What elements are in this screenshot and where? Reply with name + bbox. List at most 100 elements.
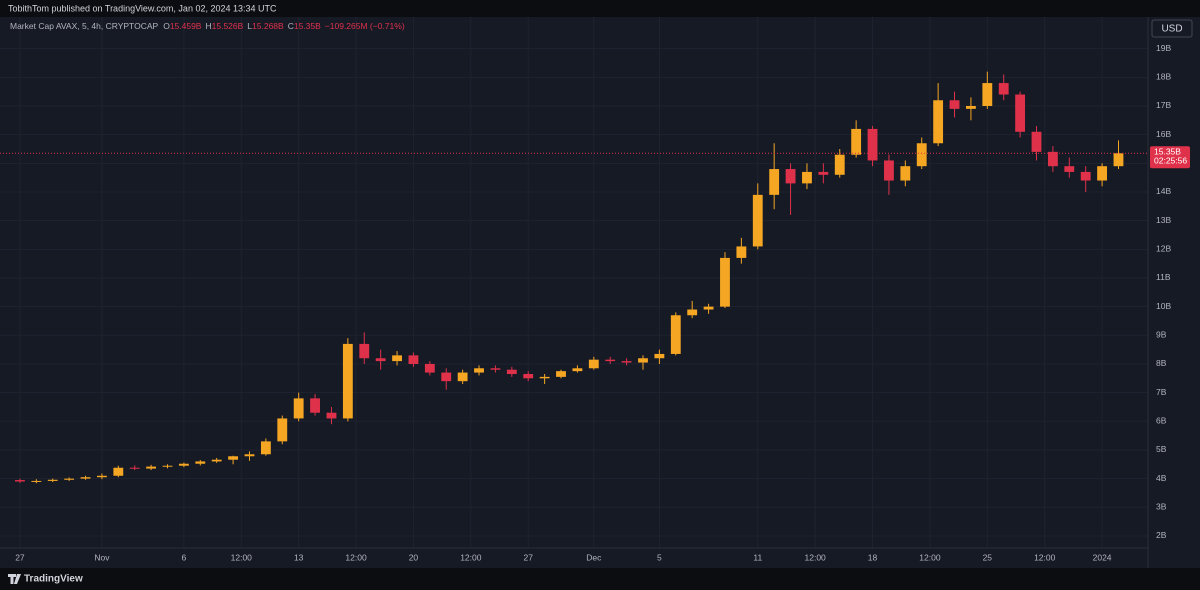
candle-body [342,343,353,419]
candle-body [982,83,993,106]
candle-body [834,154,845,175]
x-tick-label: 12:00 [1034,552,1056,562]
x-tick-label: 6 [182,552,187,562]
candle-body [1031,131,1042,152]
candle-body [310,398,320,413]
x-tick-label: 12:00 [805,552,827,562]
logo [8,574,21,584]
candle-body [113,467,124,476]
candle-body [408,355,419,364]
candle-body [933,100,944,144]
candle-body [211,459,222,462]
candle-body [1080,171,1091,181]
x-tick-label: 18 [868,552,878,562]
y-tick-label: 9B [1156,330,1167,340]
y-tick-label: 5B [1156,444,1167,454]
candle-body [916,143,927,167]
y-tick-label: 16B [1156,129,1171,139]
x-tick-label: 27 [15,552,25,562]
candle-body [818,171,829,175]
candle-body [96,475,107,478]
candle-body [752,194,763,247]
candle-body [490,368,501,370]
candle-body [621,361,632,363]
footer-brand: TradingView [24,574,83,585]
candle-body [129,467,140,469]
candle-body [359,343,370,359]
candle-body [1064,166,1075,172]
legend-key: L [247,21,252,31]
currency: USD [1161,24,1182,35]
x-tick-label: 13 [294,552,304,562]
candle-body [900,166,911,181]
candle-body [293,398,304,419]
candle-body [244,454,255,457]
candle-body [277,418,288,442]
x-tick-label: Dec [586,552,602,562]
candle-body [949,100,960,109]
legend-title: Market Cap AVAX, 5, 4h, CRYPTOCAP [10,21,159,31]
last-price-label: 15.35B [1154,147,1181,157]
legend-key: C [288,21,294,31]
candle-body [195,461,206,464]
y-tick-label: 11B [1156,272,1171,282]
candle-body [769,169,780,195]
candle-body [556,371,566,377]
candle-body [785,169,796,184]
y-tick-label: 19B [1156,43,1171,53]
x-tick-label: 12:00 [460,552,482,562]
y-tick-label: 8B [1156,358,1167,368]
x-tick-label: 5 [657,552,662,562]
legend-value: 15.459B [170,21,202,31]
x-tick-label: 27 [523,552,533,562]
header-bar [0,0,1200,17]
candle-body [539,376,550,379]
candle-body [47,479,58,481]
candle-body [588,359,599,369]
candle-body [736,246,747,258]
candle-body [966,105,976,109]
candle-body [64,478,75,480]
candle-body [506,369,517,375]
y-tick-label: 13B [1156,215,1171,225]
candle-body [867,128,878,161]
candle-body [375,358,386,362]
header-title: TobithTom published on TradingView.com, … [8,3,277,13]
legend: Market Cap AVAX, 5, 4h, CRYPTOCAP O15.459… [10,21,405,31]
last-price-box [1150,146,1190,169]
candle-body [703,306,714,310]
grid [0,17,1148,548]
y-tick-label: 12B [1156,244,1171,254]
x-tick-label: Nov [94,552,110,562]
y-tick-label: 2B [1156,530,1167,540]
candle-body [851,128,862,155]
candle-body [146,466,157,469]
candle-body [326,412,337,419]
x-tick-label: 11 [753,552,762,562]
candle-body [474,368,484,373]
candle-body [998,83,1009,95]
x-tick-label: 20 [409,552,419,562]
candle-body [441,372,452,382]
currency-box [1151,19,1193,38]
x-tick-label: 25 [983,552,993,562]
x-tick-label: 12:00 [919,552,941,562]
candle-body [178,463,189,466]
footer-bar [0,568,1200,590]
candle-body [392,355,402,362]
candle-body [523,374,534,379]
legend-key: H [205,21,211,31]
y-tick-label: 18B [1156,72,1171,82]
legend-value: 15.268B [252,21,284,31]
x-tick-label: 2024 [1093,552,1112,562]
candle-body [654,353,665,359]
y-tick-label: 17B [1156,100,1171,110]
candle-body [31,480,42,482]
candle-body [687,309,698,316]
legend-key: O [163,21,170,31]
candle-body [424,363,435,373]
candle-body [1097,166,1108,181]
y-tick-label: 14B [1156,186,1171,196]
